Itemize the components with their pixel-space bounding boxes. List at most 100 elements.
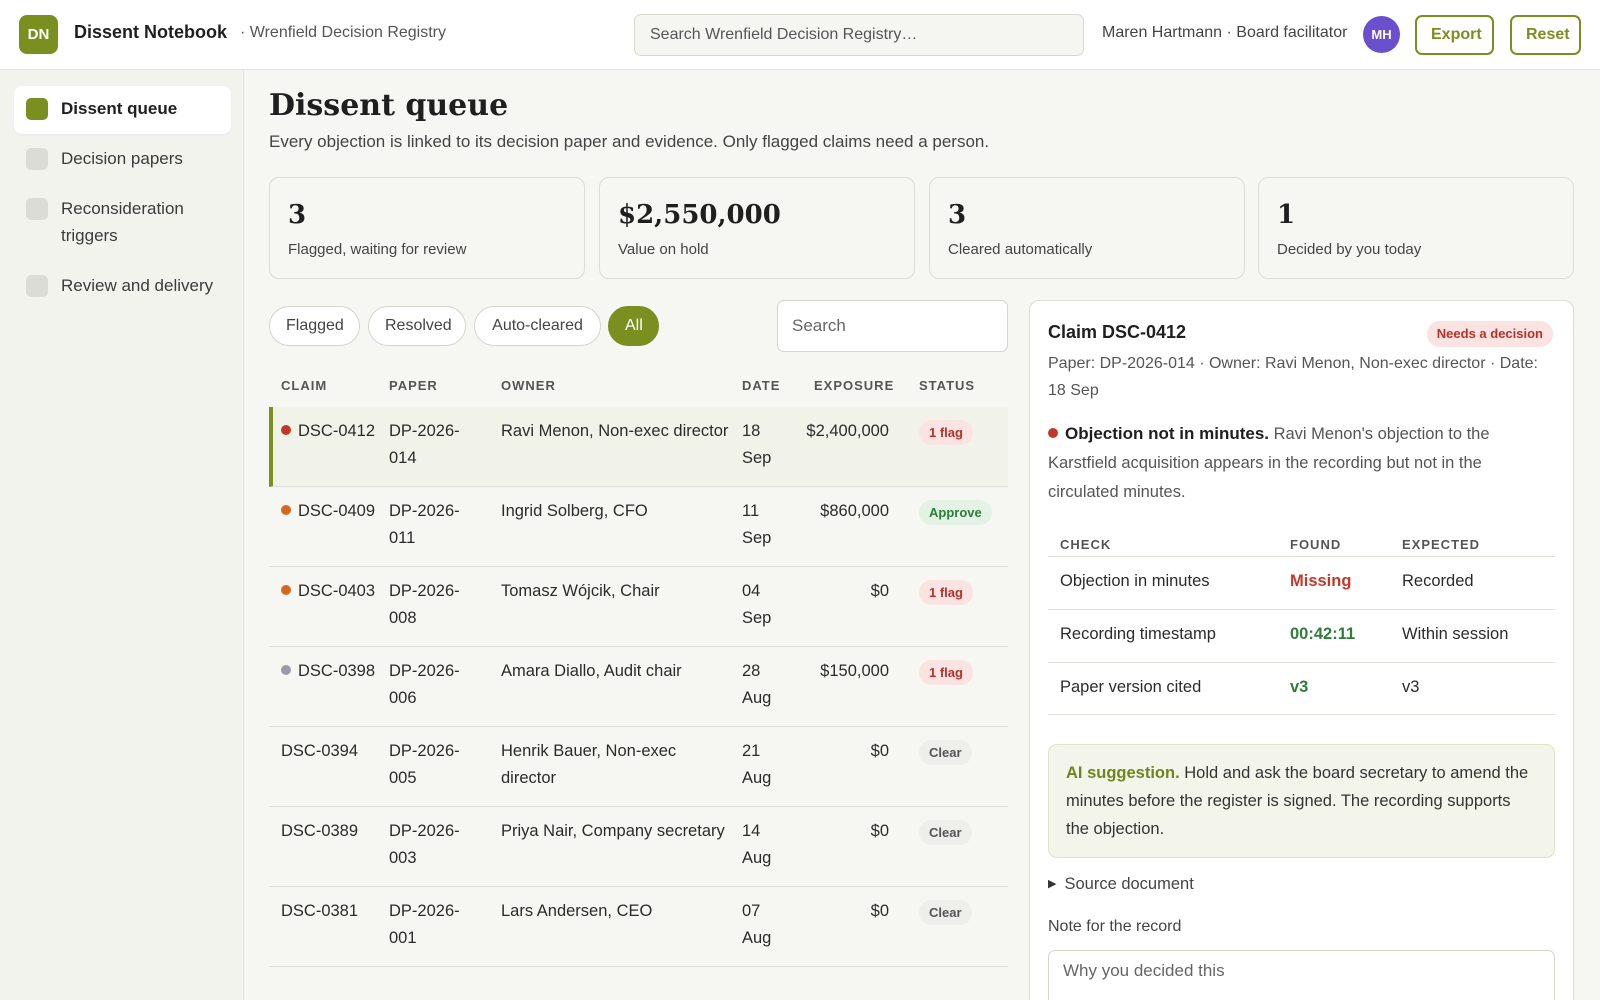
claim-meta: Paper: DP-2026-014 · Owner: Ravi Menon, … bbox=[1048, 355, 1538, 399]
sidebar-item-label: Dissent queue bbox=[61, 99, 178, 118]
page-description: Every objection is linked to its decisio… bbox=[269, 132, 990, 151]
column-header-status[interactable]: STATUS bbox=[919, 378, 976, 393]
cell-claim: DSC-0409 bbox=[281, 498, 376, 525]
cell-paper: DP-2026-001 bbox=[389, 902, 460, 947]
app-subtitle: · Wrenfield Decision Registry bbox=[240, 24, 446, 41]
table-row[interactable]: DSC-0394 DP-2026-005 Henrik Bauer, Non-exe… bbox=[269, 727, 1008, 807]
note-input[interactable] bbox=[1048, 950, 1555, 1000]
check-expected: v3 bbox=[1402, 678, 1420, 696]
sidebar-item-decision-papers[interactable]: Decision papers bbox=[14, 136, 231, 184]
cell-claim: DSC-0403 bbox=[281, 578, 376, 605]
nav-square-icon bbox=[26, 198, 48, 220]
sidebar-item-review-delivery[interactable]: Review and delivery bbox=[14, 263, 231, 311]
nav-square-icon bbox=[26, 275, 48, 297]
cell-paper: DP-2026-005 bbox=[389, 742, 460, 787]
ai-suggestion-box: AI suggestion. Hold and ask the board se… bbox=[1048, 744, 1555, 858]
table-row[interactable]: DSC-0403 DP-2026-008 Tomasz Wójcik, Chair 0… bbox=[269, 567, 1008, 647]
claim-id: DSC-0389 bbox=[281, 822, 359, 840]
stat-card-cleared: 3 Cleared automatically bbox=[929, 177, 1245, 279]
filter-flagged[interactable]: Flagged bbox=[269, 306, 360, 346]
reset-button[interactable]: Reset bbox=[1510, 15, 1581, 55]
disclosure-triangle-icon: ▶ bbox=[1048, 878, 1057, 890]
stat-value: 3 bbox=[948, 200, 967, 230]
cell-owner: Henrik Bauer, Non-exec director bbox=[501, 742, 677, 787]
stat-value: $2,550,000 bbox=[618, 200, 781, 230]
stat-value: 3 bbox=[288, 200, 307, 230]
objection-summary: Objection not in minutes. Ravi Menon's o… bbox=[1048, 419, 1553, 507]
claim-detail-panel: Claim DSC-0412 Needs a decision Paper: D… bbox=[1029, 300, 1574, 1000]
claim-id: DSC-0403 bbox=[298, 582, 376, 600]
filter-auto-cleared[interactable]: Auto-cleared bbox=[474, 306, 601, 346]
cell-owner: Priya Nair, Company secretary bbox=[501, 822, 725, 840]
sidebar-item-dissent-queue[interactable]: Dissent queue bbox=[14, 86, 231, 134]
cell-owner: Ingrid Solberg, CFO bbox=[501, 502, 648, 520]
cell-date: 18 Sep bbox=[742, 422, 772, 467]
export-button[interactable]: Export bbox=[1415, 15, 1494, 55]
cell-date: 07 Aug bbox=[742, 902, 772, 947]
global-search-input[interactable] bbox=[634, 14, 1084, 56]
claim-id: DSC-0394 bbox=[281, 742, 359, 760]
claim-id: DSC-0412 bbox=[298, 422, 376, 440]
cell-date: 04 Sep bbox=[742, 582, 772, 627]
table-row[interactable]: DSC-0381 DP-2026-001 Lars Andersen, CEO 07 … bbox=[269, 887, 1008, 967]
cell-paper: DP-2026-014 bbox=[389, 422, 460, 467]
table-search-input[interactable] bbox=[777, 300, 1008, 352]
cell-claim: DSC-0394 bbox=[281, 738, 376, 765]
status-badge: Approve bbox=[919, 500, 992, 525]
check-found: 00:42:11 bbox=[1290, 625, 1356, 643]
cell-owner: Tomasz Wójcik, Chair bbox=[501, 582, 660, 600]
stat-card-flagged: 3 Flagged, waiting for review bbox=[269, 177, 585, 279]
objection-body: Ravi Menon's objection to the Karstfield… bbox=[1048, 425, 1490, 501]
table-row[interactable]: DSC-0398 DP-2026-006 Amara Diallo, Audit c… bbox=[269, 647, 1008, 727]
source-document-toggle[interactable]: ▶ Source document bbox=[1048, 875, 1194, 894]
status-dot-icon bbox=[281, 505, 291, 515]
column-header-exposure[interactable]: EXPOSURE bbox=[814, 378, 895, 393]
app-logo: DN bbox=[19, 15, 58, 54]
stat-card-value-on-hold: $2,550,000 Value on hold bbox=[599, 177, 915, 279]
cell-exposure: $150,000 bbox=[820, 662, 889, 680]
stat-label: Flagged, waiting for review bbox=[288, 241, 467, 258]
column-header-paper[interactable]: PAPER bbox=[389, 378, 438, 393]
cell-claim: DSC-0398 bbox=[281, 658, 376, 685]
status-badge: Needs a decision bbox=[1426, 321, 1553, 347]
table-row[interactable]: DSC-0389 DP-2026-003 Priya Nair, Company s… bbox=[269, 807, 1008, 887]
status-dot-icon bbox=[281, 665, 291, 675]
column-header-claim[interactable]: CLAIM bbox=[281, 378, 328, 393]
cell-exposure: $0 bbox=[870, 582, 889, 600]
cell-owner: Lars Andersen, CEO bbox=[501, 902, 653, 920]
cell-owner: Amara Diallo, Audit chair bbox=[501, 662, 682, 680]
cell-owner: Ravi Menon, Non-exec director bbox=[501, 422, 729, 440]
stat-label: Decided by you today bbox=[1277, 241, 1422, 258]
table-row[interactable]: DSC-0412 DP-2026-014 Ravi Menon, Non-exec … bbox=[269, 407, 1008, 487]
column-header-owner[interactable]: OWNER bbox=[501, 378, 556, 393]
status-badge: Clear bbox=[919, 900, 972, 925]
column-header-date[interactable]: DATE bbox=[742, 378, 781, 393]
stat-value: 1 bbox=[1277, 200, 1296, 230]
cell-paper: DP-2026-006 bbox=[389, 662, 460, 707]
sidebar-item-reconsideration-triggers[interactable]: Reconsideration triggers bbox=[14, 186, 231, 261]
app-name: Dissent Notebook bbox=[74, 22, 228, 42]
avatar[interactable]: MH bbox=[1363, 16, 1400, 53]
check-row: Recording timestamp 00:42:11 Within sessio… bbox=[1048, 609, 1555, 662]
check-expected: Within session bbox=[1402, 625, 1509, 643]
check-header-check: CHECK bbox=[1060, 537, 1112, 552]
sidebar-item-label: Review and delivery bbox=[61, 276, 214, 295]
check-header-found: FOUND bbox=[1290, 537, 1342, 552]
stat-card-decided-today: 1 Decided by you today bbox=[1258, 177, 1574, 279]
cell-exposure: $0 bbox=[870, 902, 889, 920]
check-name: Objection in minutes bbox=[1060, 572, 1210, 590]
status-badge: 1 flag bbox=[919, 580, 973, 605]
filter-all[interactable]: All bbox=[608, 306, 659, 346]
cell-exposure: $0 bbox=[870, 822, 889, 840]
sidebar-item-label: Decision papers bbox=[61, 149, 183, 168]
flag-dot-icon bbox=[1048, 428, 1058, 438]
status-dot-icon bbox=[281, 425, 291, 435]
cell-date: 21 Aug bbox=[742, 742, 772, 787]
filter-resolved[interactable]: Resolved bbox=[368, 306, 466, 346]
check-header-expected: EXPECTED bbox=[1402, 537, 1481, 552]
ai-suggestion-body: Hold and ask the board secretary to amen… bbox=[1066, 764, 1529, 838]
page-title: Dissent queue bbox=[269, 88, 509, 123]
cell-exposure: $0 bbox=[870, 742, 889, 760]
claim-detail-title: Claim DSC-0412 bbox=[1048, 322, 1187, 342]
table-row[interactable]: DSC-0409 DP-2026-011 Ingrid Solberg, CFO 11… bbox=[269, 487, 1008, 567]
